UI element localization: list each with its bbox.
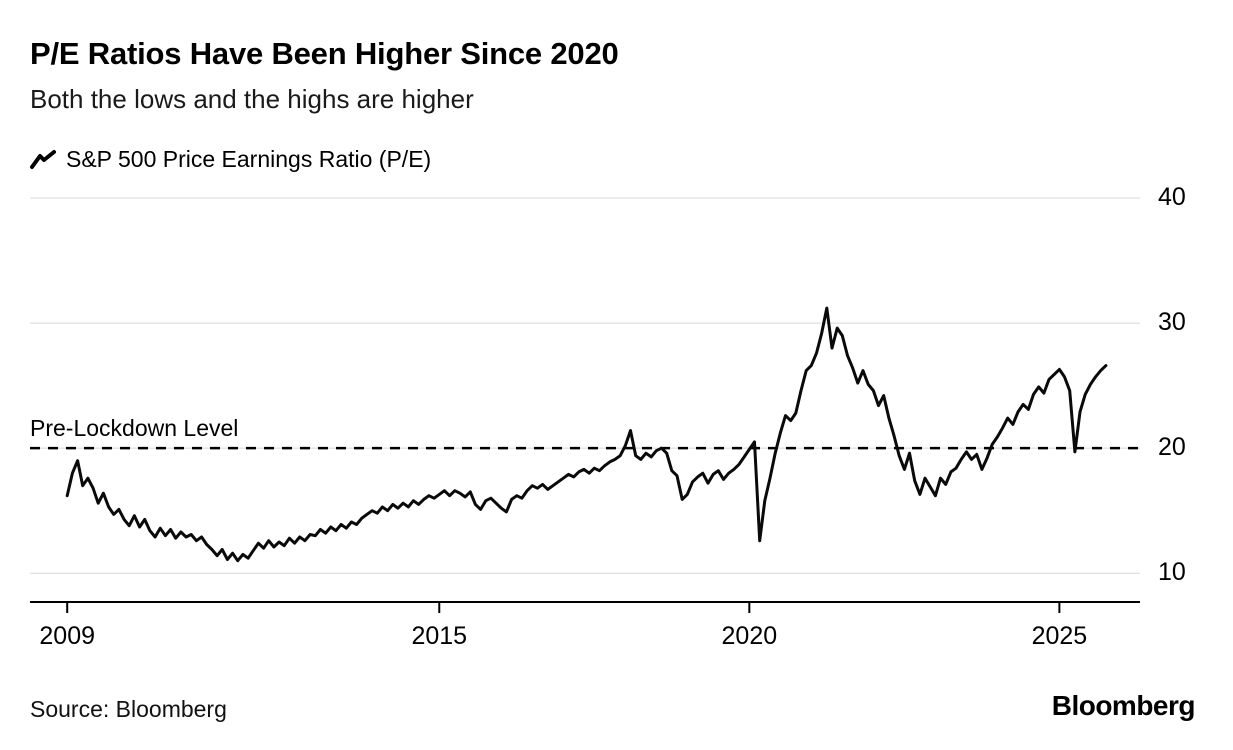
chart-title: P/E Ratios Have Been Higher Since 2020 (30, 36, 619, 71)
y-tick-label: 20 (1158, 433, 1186, 462)
line-sample-icon (30, 149, 56, 171)
x-tick-label: 2020 (721, 622, 778, 650)
x-tick-label: 2015 (411, 622, 468, 650)
series-line (65, 306, 1108, 563)
reference-line-label: Pre-Lockdown Level (30, 415, 239, 442)
legend: S&P 500 Price Earnings Ratio (P/E) (30, 146, 431, 173)
x-tick-label: 2025 (1031, 622, 1088, 650)
bloomberg-logo: Bloomberg (1051, 690, 1196, 721)
legend-label: S&P 500 Price Earnings Ratio (P/E) (66, 146, 432, 172)
y-tick-label: 10 (1158, 558, 1186, 587)
y-tick-label: 40 (1158, 183, 1186, 211)
x-tick-label: 2009 (39, 622, 96, 650)
chart-subtitle: Both the lows and the highs are higher (30, 84, 474, 114)
source-note: Source: Bloomberg (30, 696, 227, 722)
y-tick-label: 30 (1158, 308, 1186, 337)
